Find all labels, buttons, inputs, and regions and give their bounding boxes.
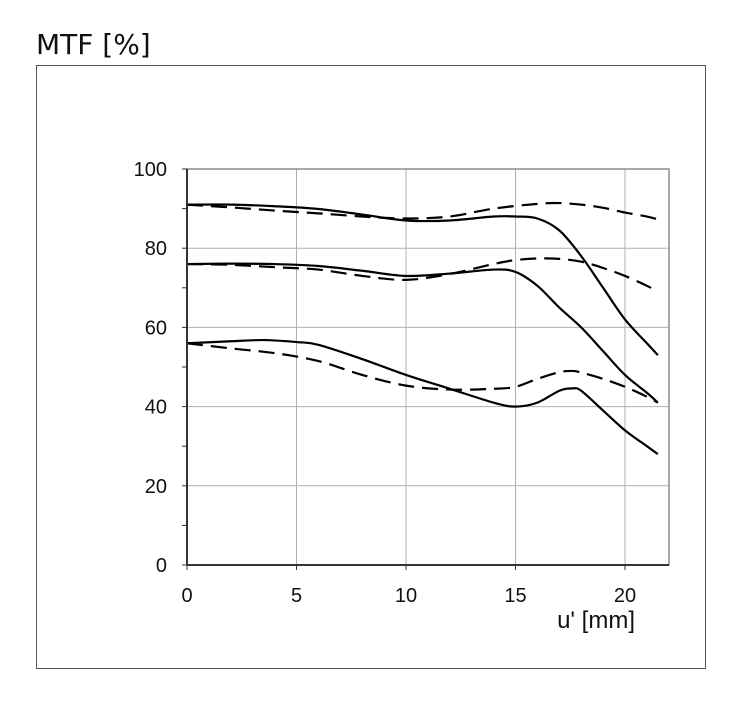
- y-tick-label: 40: [145, 397, 167, 419]
- plot-border: [186, 168, 670, 566]
- series-line-3-solid: [186, 262, 659, 404]
- x-tick-label: 5: [291, 585, 302, 607]
- y-tick-label: 20: [145, 476, 167, 498]
- series-line-2-dashed: [186, 201, 659, 221]
- gridlines: [187, 169, 669, 565]
- x-axis-label: u' [mm]: [557, 607, 635, 634]
- y-tick-label: 60: [145, 317, 167, 339]
- series-line-4-dashed: [186, 257, 659, 293]
- x-tick-label: 10: [395, 585, 417, 607]
- y-tick-label: 80: [145, 238, 167, 260]
- chart-frame: [36, 65, 706, 669]
- x-tick-label: 0: [181, 585, 192, 607]
- x-tick-label: 20: [614, 585, 636, 607]
- y-axis-title: MTF [%]: [36, 28, 151, 61]
- y-tick-label: 0: [156, 555, 167, 577]
- y-tick-label: 100: [134, 159, 167, 181]
- x-tick-label: 15: [504, 585, 526, 607]
- series-line-1-solid: [186, 203, 659, 356]
- tick-layer: 0 20 40 60 80 100 0 5 10 15 20: [134, 159, 637, 607]
- plot-axes: [186, 168, 670, 566]
- series-line-6-dashed: [186, 342, 659, 404]
- series-line-5-solid: [186, 338, 659, 456]
- series-layer: [186, 201, 659, 456]
